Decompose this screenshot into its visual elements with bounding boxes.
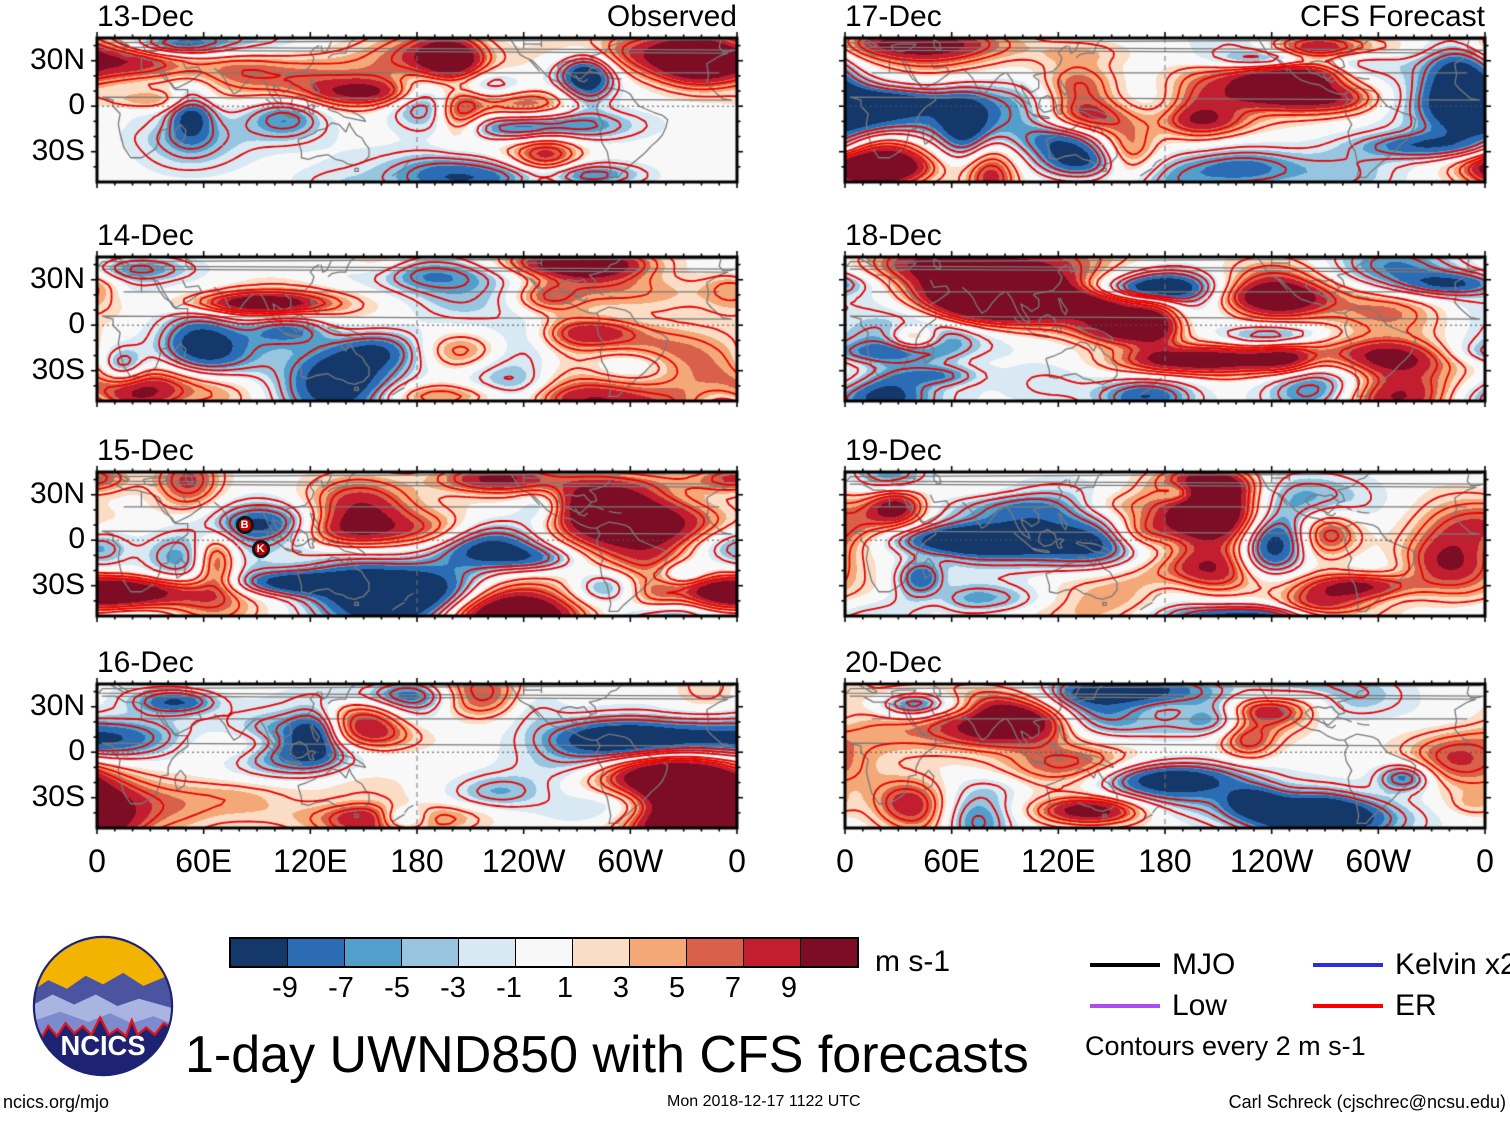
map-panel-forecast-19dec: 19-Dec	[837, 436, 1493, 624]
x-axis-tick-label: 0	[88, 843, 106, 879]
y-axis-tick-label: 30S	[31, 567, 85, 601]
legend-label: MJO	[1172, 948, 1236, 981]
panel-date-label: 18-Dec	[845, 219, 942, 252]
y-axis-tick-label: 30N	[29, 688, 85, 722]
x-axis-tick-label: 0	[836, 843, 854, 879]
panel-date-label: 13-Dec	[97, 0, 194, 33]
legend-line-swatch	[1090, 963, 1160, 967]
y-axis-tick-label: 30N	[29, 42, 85, 76]
x-axis-tick-label: 120E	[272, 843, 348, 879]
colorbar-level-label: 9	[780, 972, 798, 1004]
colorbar-level-label: 5	[668, 972, 686, 1004]
map-panel-observed-16dec: 16-Dec	[89, 648, 745, 836]
x-axis-tick-label: 120W	[481, 843, 566, 879]
column-heading-cfs-forecast: CFS Forecast	[1299, 0, 1485, 33]
y-axis-tick-label: 30S	[31, 352, 85, 386]
figure-title: 1-day UWND850 with CFS forecasts	[185, 1026, 1029, 1084]
x-axis-tick-label: 0	[728, 843, 746, 879]
map-panel-observed-14dec: 14-Dec	[89, 221, 745, 409]
map-panel-forecast-20dec: 20-Dec	[837, 648, 1493, 836]
x-axis-tick-label: 120E	[1020, 843, 1096, 879]
x-axis-tick-label: 60W	[597, 843, 664, 879]
colorbar-cell	[630, 939, 687, 966]
colorbar-cell	[516, 939, 573, 966]
x-axis-tick-label: 180	[1138, 843, 1192, 879]
footer-url: ncics.org/mjo	[3, 1092, 110, 1112]
y-axis-tick-label: 0	[68, 734, 85, 768]
x-axis-tick-label: 0	[1476, 843, 1494, 879]
panel-date-label: 14-Dec	[97, 219, 194, 252]
map-panel-observed-13dec: 13-Dec Observed	[89, 2, 745, 190]
map-panel-forecast-17dec: 17-Dec CFS Forecast	[837, 2, 1493, 190]
colorbar-level-label: 7	[724, 972, 742, 1004]
legend-line-swatch	[1313, 1004, 1383, 1008]
panel-date-label: 20-Dec	[845, 646, 942, 679]
colorbar-cell	[573, 939, 630, 966]
colorbar-level-label: -7	[328, 972, 354, 1004]
contour-interval-note: Contours every 2 m s-1	[1085, 1031, 1366, 1061]
ncics-logo: NCICS	[32, 935, 174, 1077]
colorbar-cell	[744, 939, 801, 966]
footer-timestamp: Mon 2018-12-17 1122 UTC	[667, 1093, 861, 1110]
panel-date-label: 17-Dec	[845, 0, 942, 33]
x-axis-tick-label: 60E	[175, 843, 233, 879]
legend-line-swatch	[1313, 963, 1383, 967]
map-canvas	[89, 676, 745, 836]
map-canvas	[837, 30, 1493, 190]
y-axis-tick-label: 30S	[31, 133, 85, 167]
tropical-cyclone-marker: K	[251, 540, 270, 559]
map-canvas	[837, 676, 1493, 836]
x-axis-tick-label: 180	[390, 843, 444, 879]
colorbar	[229, 937, 859, 968]
map-panel-forecast-18dec: 18-Dec	[837, 221, 1493, 409]
panel-date-label: 15-Dec	[97, 434, 194, 467]
colorbar-level-label: -9	[272, 972, 298, 1004]
y-axis-tick-label: 30N	[29, 261, 85, 295]
y-axis-tick-label: 30S	[31, 779, 85, 813]
map-canvas	[89, 464, 745, 624]
colorbar-level-label: -3	[440, 972, 466, 1004]
logo-text: NCICS	[60, 1030, 145, 1061]
map-canvas	[837, 464, 1493, 624]
map-canvas	[89, 30, 745, 190]
colorbar-cell	[801, 939, 857, 966]
colorbar-cell	[288, 939, 345, 966]
colorbar-cell	[402, 939, 459, 966]
panel-date-label: 19-Dec	[845, 434, 942, 467]
legend-label: ER	[1395, 989, 1437, 1022]
y-axis-tick-label: 0	[68, 307, 85, 341]
x-axis-tick-label: 120W	[1229, 843, 1314, 879]
y-axis-tick-label: 0	[68, 522, 85, 556]
legend-label: Kelvin x2	[1395, 948, 1510, 981]
colorbar-level-label: 3	[612, 972, 630, 1004]
colorbar-level-label: -5	[384, 972, 410, 1004]
logo-base	[33, 1017, 173, 1076]
colorbar-cell	[459, 939, 516, 966]
legend-line-swatch	[1090, 1004, 1160, 1008]
colorbar-level-label: -1	[496, 972, 522, 1004]
map-canvas	[837, 249, 1493, 409]
y-axis-tick-label: 30N	[29, 476, 85, 510]
x-axis-tick-label: 60W	[1345, 843, 1412, 879]
column-heading-observed: Observed	[606, 0, 737, 33]
logo-red-line	[33, 1014, 173, 1039]
tropical-cyclone-marker: B	[235, 516, 254, 535]
colorbar-cell	[345, 939, 402, 966]
map-canvas	[89, 249, 745, 409]
x-axis-tick-label: 60E	[923, 843, 981, 879]
colorbar-cell	[231, 939, 288, 966]
map-panel-observed-15dec: 15-Dec	[89, 436, 745, 624]
colorbar-cell	[687, 939, 744, 966]
footer-author: Carl Schreck (cjschrec@ncsu.edu)	[1228, 1092, 1506, 1112]
colorbar-level-label: 1	[556, 972, 574, 1004]
y-axis-tick-label: 0	[68, 88, 85, 122]
colorbar-unit-label: m s-1	[875, 945, 950, 978]
legend-label: Low	[1172, 989, 1228, 1022]
panel-date-label: 16-Dec	[97, 646, 194, 679]
